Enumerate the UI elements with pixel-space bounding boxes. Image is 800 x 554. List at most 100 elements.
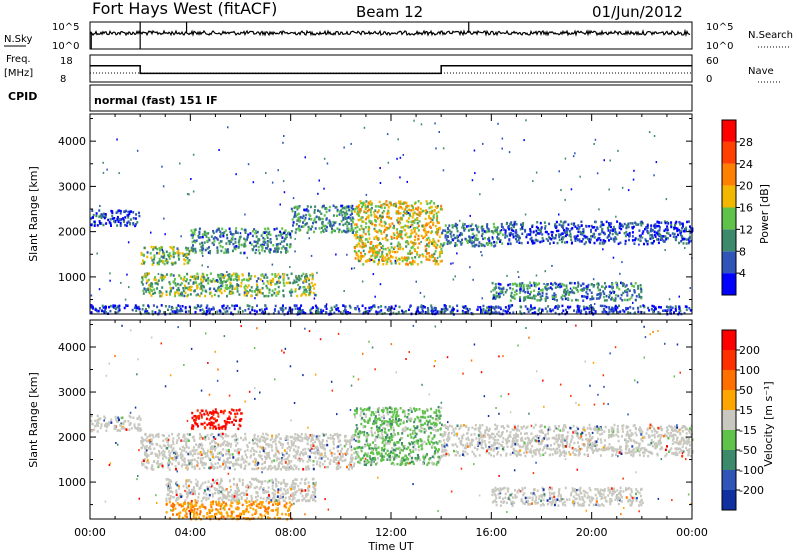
scatter-point [282,294,285,298]
scatter-point [615,308,618,312]
scatter-point [360,239,363,243]
scatter-point [219,444,222,448]
scatter-point [190,459,193,463]
scatter-point [109,309,112,313]
scatter-point [91,209,94,212]
scatter-point [374,256,377,260]
scatter-point [331,224,334,228]
scatter-point [181,305,184,308]
scatter-point [201,251,204,255]
scatter-point [401,311,404,315]
scatter-point [605,299,608,302]
scatter-point [564,290,567,294]
scatter-point [384,236,387,240]
scatter-point [685,226,688,230]
scatter-point [362,220,365,224]
scatter-point [616,306,619,309]
scatter-point [495,228,498,232]
freq-label-line2: [MHz] [4,68,33,79]
scatter-point [466,307,469,311]
scatter-point [255,240,258,244]
scatter-point [504,229,507,232]
scatter-point [593,236,596,239]
scatter-point [461,226,464,229]
scatter-point [436,233,439,236]
scatter-point [144,453,147,456]
scatter-point [353,210,356,213]
scatter-point [183,262,186,266]
scatter-point [549,242,551,245]
scatter-point [118,172,120,175]
scatter-point [122,217,124,220]
scatter-point [181,455,184,458]
scatter-point [105,305,107,309]
scatter-point [293,449,296,452]
scatter-point [409,235,412,238]
scatter-point [304,216,307,220]
scatter-point [535,171,538,174]
scatter-point [177,462,180,466]
scatter-point [403,228,406,232]
scatter-point [203,312,206,315]
scatter-point [170,445,173,449]
scatter-point [181,445,184,449]
scatter-point [499,292,501,295]
scatter-point [124,298,127,301]
scatter-point [172,310,175,314]
scatter-point [180,452,183,455]
scatter-point [530,284,533,287]
scatter-point [256,283,258,286]
scatter-point [313,208,316,212]
scatter-point [332,440,335,444]
scatter-point [399,407,402,410]
scatter-point [528,286,531,289]
scatter-point [111,210,114,213]
scatter-point [392,226,395,229]
scatter-point [585,285,588,288]
scatter-point [236,304,238,307]
scatter-point [158,262,160,266]
scatter-point [336,434,339,438]
scatter-point [107,423,110,427]
scatter-point [575,298,578,302]
scatter-point [431,253,433,257]
scatter-point [531,312,534,315]
scatter-point [375,215,378,218]
scatter-point [156,247,159,251]
scatter-point [312,438,315,441]
scatter-point [614,231,617,234]
scatter-point [424,217,427,221]
scatter-point [174,450,177,454]
scatter-point [570,238,573,241]
scatter-point [347,468,350,471]
scatter-point [569,305,572,309]
scatter-point [657,224,660,228]
scatter-point [624,239,627,243]
scatter-point [344,305,347,309]
scatter-point [290,294,293,297]
scatter-point [269,468,272,471]
scatter-point [309,444,312,447]
scatter-point [177,249,180,252]
scatter-point [510,221,513,224]
scatter-point [235,435,238,438]
scatter-point [299,277,302,281]
scatter-point [642,304,645,307]
scatter-point [212,229,215,233]
scatter-point [134,224,137,228]
scatter-point [98,215,101,218]
scatter-point [304,433,307,436]
scatter-point [579,288,582,292]
scatter-point [569,235,572,238]
scatter-point [529,293,531,296]
scatter-point [540,298,543,301]
scatter-point [151,259,154,262]
scatter-point [226,284,228,287]
scatter-point [307,447,310,451]
scatter-point [303,292,306,295]
scatter-point [459,231,462,235]
scatter-point [632,225,635,229]
scatter-point [427,258,430,261]
scatter-point [612,256,615,259]
